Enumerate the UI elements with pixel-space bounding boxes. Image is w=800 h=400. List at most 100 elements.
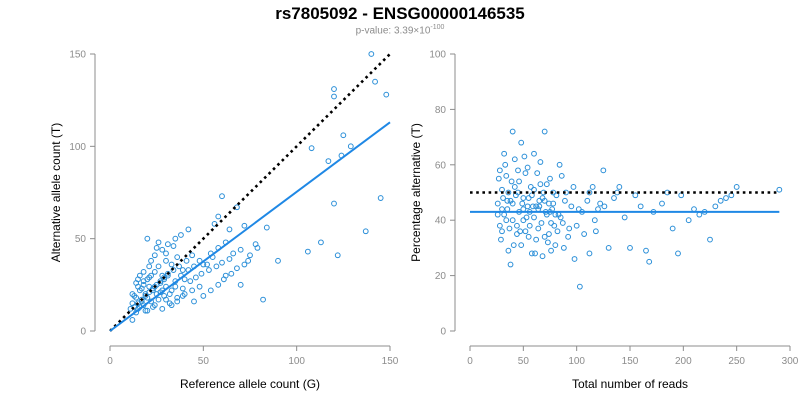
data-point <box>168 302 175 309</box>
reference-line <box>109 53 391 332</box>
p-value-mantissa: 3.39 <box>393 25 414 37</box>
data-point <box>616 184 623 190</box>
data-point <box>504 197 511 204</box>
data-point <box>372 78 378 85</box>
data-point <box>530 203 536 210</box>
data-point <box>568 203 575 210</box>
allele-count-scatter: 0 50 100 150 0 50 100 150 Reference allele count… <box>49 50 399 392</box>
data-point <box>495 175 502 182</box>
data-point <box>215 213 222 220</box>
data-point <box>509 200 516 207</box>
data-point <box>198 270 205 277</box>
x-tick-label: 150 <box>622 356 639 367</box>
p-value-prefix: p-value: <box>355 25 392 37</box>
data-point <box>646 258 653 265</box>
data-point <box>183 257 190 264</box>
data-point <box>543 181 550 188</box>
data-point <box>544 239 551 246</box>
y-tick-label: 20 <box>435 271 447 282</box>
data-point <box>178 232 184 238</box>
data-point <box>161 274 168 281</box>
data-point <box>204 261 210 268</box>
data-point <box>520 195 527 201</box>
data-point <box>150 304 156 310</box>
data-point <box>605 245 612 251</box>
data-point <box>159 246 166 253</box>
data-point <box>192 274 199 281</box>
data-point <box>595 206 601 213</box>
data-point <box>643 247 649 254</box>
data-point <box>226 226 233 233</box>
data-point <box>179 293 186 299</box>
data-point <box>129 300 136 307</box>
data-point <box>533 236 540 243</box>
data-point <box>537 159 544 165</box>
data-point <box>518 242 525 249</box>
data-point <box>514 222 520 229</box>
data-point <box>220 276 227 283</box>
data-point <box>573 222 580 229</box>
data-point <box>146 274 153 281</box>
data-point <box>524 203 531 210</box>
data-point <box>537 181 544 188</box>
data-point <box>136 272 143 279</box>
x-tick-label: 0 <box>107 356 113 367</box>
data-point <box>627 245 633 251</box>
data-point <box>611 195 617 201</box>
data-point <box>170 243 177 249</box>
data-point <box>318 239 324 246</box>
data-point <box>200 293 207 299</box>
data-point <box>531 150 537 157</box>
data-point <box>508 178 515 185</box>
data-point <box>621 214 628 221</box>
data-point <box>260 296 266 303</box>
data-point <box>148 257 154 264</box>
data-point <box>219 259 225 266</box>
y-tick-label: 0 <box>440 327 446 338</box>
data-point <box>174 254 181 261</box>
data-point <box>547 175 553 182</box>
data-point <box>504 206 511 213</box>
data-point <box>215 281 222 288</box>
data-point <box>499 206 505 213</box>
data-point <box>331 93 337 100</box>
data-point <box>347 143 354 150</box>
x-tick-label: 250 <box>728 356 745 367</box>
data-point <box>539 253 546 260</box>
data-point <box>245 257 252 264</box>
data-point <box>138 296 145 303</box>
data-point <box>196 283 203 290</box>
data-point <box>179 267 186 273</box>
x-tick-label: 100 <box>288 356 305 367</box>
data-point <box>331 200 337 207</box>
data-point <box>538 220 545 226</box>
data-point <box>151 283 158 290</box>
data-point <box>168 287 175 294</box>
data-point <box>151 252 158 259</box>
data-point <box>502 161 509 168</box>
data-point <box>174 294 181 301</box>
data-point <box>247 252 253 259</box>
data-point <box>541 233 548 240</box>
data-point <box>562 197 568 204</box>
data-point <box>515 167 521 174</box>
data-point <box>516 178 522 185</box>
data-point <box>520 217 527 224</box>
data-point <box>601 203 608 210</box>
data-point <box>550 200 557 207</box>
y-tick-label: 100 <box>69 142 86 153</box>
data-point <box>776 186 783 193</box>
data-point <box>308 145 315 152</box>
x-tick-label: 50 <box>198 356 210 367</box>
data-point <box>554 228 561 235</box>
fit-line <box>109 121 391 332</box>
data-point <box>496 222 503 229</box>
y-tick-label: 40 <box>435 216 447 227</box>
data-point <box>496 167 503 174</box>
data-point <box>506 225 513 232</box>
data-point <box>135 283 141 290</box>
data-point <box>146 289 153 296</box>
data-point <box>691 206 697 213</box>
data-point <box>206 267 212 273</box>
data-point <box>581 231 588 237</box>
